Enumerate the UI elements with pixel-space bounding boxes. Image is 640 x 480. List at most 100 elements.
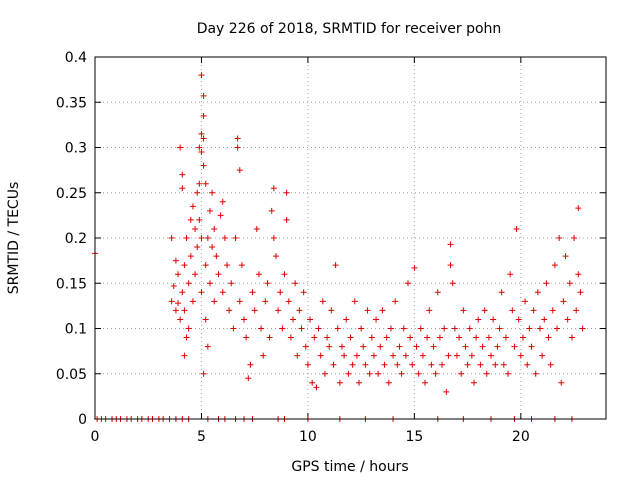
data-point <box>432 370 439 377</box>
data-point <box>556 235 563 241</box>
data-point <box>453 352 460 359</box>
data-point <box>379 307 386 314</box>
data-point <box>377 343 384 350</box>
data-point <box>404 280 411 287</box>
data-point <box>509 307 516 314</box>
data-point <box>260 352 267 359</box>
data-point <box>413 343 420 350</box>
y-tick-label: 0 <box>78 412 87 428</box>
x-tick-label: 15 <box>405 429 423 445</box>
data-point <box>187 216 194 223</box>
data-point <box>398 370 405 377</box>
data-point <box>575 205 582 212</box>
data-point <box>192 225 199 232</box>
data-point <box>443 388 450 395</box>
data-point <box>172 257 179 264</box>
data-point <box>524 361 531 368</box>
data-point <box>494 343 501 350</box>
data-point <box>200 135 207 142</box>
chart-title: Day 226 of 2018, SRMTID for receiver poh… <box>197 21 502 37</box>
data-point <box>200 112 207 119</box>
data-point <box>326 343 333 350</box>
data-point <box>194 189 201 196</box>
data-point <box>200 162 207 169</box>
data-point <box>447 262 454 269</box>
data-point <box>279 325 286 332</box>
data-point <box>332 262 339 269</box>
data-point <box>170 282 177 289</box>
data-points <box>92 72 586 422</box>
data-point <box>202 316 209 323</box>
data-point <box>204 235 211 241</box>
data-point <box>562 253 569 260</box>
data-point <box>283 216 290 223</box>
data-point <box>575 271 582 278</box>
data-point <box>179 171 186 178</box>
data-point <box>217 212 224 219</box>
data-point <box>277 289 284 296</box>
data-point <box>502 334 509 341</box>
data-point <box>571 235 578 241</box>
data-point <box>321 370 328 377</box>
data-point <box>456 334 463 341</box>
data-point <box>309 379 316 386</box>
data-point <box>228 280 235 287</box>
data-point <box>324 334 331 341</box>
data-point <box>464 361 471 368</box>
x-axis-label: GPS time / hours <box>291 459 408 475</box>
data-point <box>390 352 397 359</box>
data-point <box>181 262 188 269</box>
data-point <box>387 325 394 332</box>
data-point <box>498 289 505 296</box>
data-point <box>198 235 205 241</box>
data-point <box>358 325 365 332</box>
data-point <box>249 289 256 296</box>
data-point <box>198 289 205 296</box>
data-point <box>551 262 558 269</box>
data-point <box>466 325 473 332</box>
data-point <box>347 334 354 341</box>
data-point <box>238 262 245 269</box>
data-point <box>532 370 539 377</box>
data-point <box>313 384 320 391</box>
data-point <box>179 185 186 192</box>
data-point <box>407 334 414 341</box>
data-point <box>451 325 458 332</box>
data-point <box>445 352 452 359</box>
y-tick-label: 0.1 <box>65 322 87 338</box>
data-point <box>311 334 318 341</box>
data-point <box>234 135 241 142</box>
data-point <box>473 334 480 341</box>
data-point <box>251 307 258 314</box>
data-point <box>536 325 543 332</box>
data-point <box>558 379 565 386</box>
data-point <box>483 370 490 377</box>
y-tick-label: 0.4 <box>65 50 87 66</box>
data-point <box>300 289 307 296</box>
data-point <box>315 325 322 332</box>
data-point <box>179 289 186 296</box>
data-point <box>196 180 203 187</box>
data-point <box>411 264 418 271</box>
data-point <box>202 262 209 269</box>
data-point <box>213 253 220 260</box>
data-point <box>194 244 201 251</box>
data-point <box>219 198 226 205</box>
data-point <box>375 370 382 377</box>
data-point <box>468 352 475 359</box>
x-tick-label: 5 <box>197 429 206 445</box>
data-point <box>206 280 213 287</box>
data-point <box>505 370 512 377</box>
data-point <box>219 289 226 296</box>
data-point <box>341 352 348 359</box>
y-tick-label: 0.05 <box>56 367 87 383</box>
data-point <box>343 316 350 323</box>
data-point <box>292 280 299 287</box>
data-point <box>434 289 441 296</box>
data-point <box>419 352 426 359</box>
y-tick-label: 0.25 <box>56 186 87 202</box>
data-point <box>255 271 262 278</box>
data-point <box>206 207 213 214</box>
data-point <box>577 289 584 296</box>
